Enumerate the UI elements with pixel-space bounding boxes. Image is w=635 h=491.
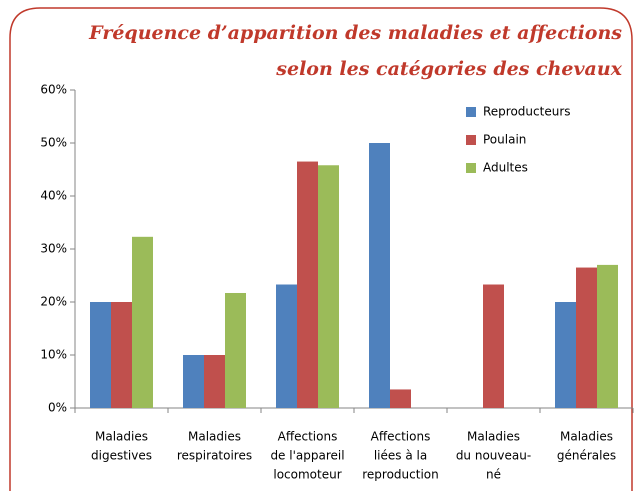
x-tick-label: Affections [278, 430, 338, 444]
x-tick-label: locomoteur [273, 468, 341, 482]
bar [576, 267, 597, 408]
x-tick-label: liées à la [374, 449, 427, 463]
y-tick-label: 60% [40, 83, 67, 97]
legend-label: Adultes [483, 161, 528, 175]
frame [9, 7, 633, 491]
bar [297, 161, 318, 408]
x-tick-label: digestives [91, 449, 152, 463]
legend-label: Poulain [483, 133, 526, 147]
legend-swatch [466, 163, 476, 173]
x-tick-label: Maladies [467, 430, 520, 444]
y-tick-label: 40% [40, 189, 67, 203]
legend-swatch [466, 135, 476, 145]
x-tick-label: respiratoires [177, 449, 252, 463]
bar [369, 143, 390, 408]
bar [276, 284, 297, 408]
bar [318, 165, 339, 408]
y-tick-label: 50% [40, 136, 67, 150]
x-tick-label: générales [557, 449, 616, 463]
x-tick-label: reproduction [362, 468, 439, 482]
x-tick-label: du nouveau- [456, 449, 531, 463]
y-tick-label: 0% [48, 401, 67, 415]
y-tick-label: 10% [40, 348, 67, 362]
chart-title: Fréquence d’apparition des maladies et a… [88, 22, 622, 44]
chart-title: selon les catégories des chevaux [275, 58, 622, 80]
bar [597, 264, 618, 408]
x-tick-label: Affections [371, 430, 431, 444]
bar [183, 355, 204, 408]
bar [132, 236, 153, 408]
x-tick-label: Maladies [95, 430, 148, 444]
y-tick-label: 20% [40, 295, 67, 309]
bar [390, 389, 411, 408]
legend-label: Reproducteurs [483, 105, 571, 119]
x-tick-label: de l'appareil [270, 449, 344, 463]
y-tick-label: 30% [40, 242, 67, 256]
bar [204, 355, 225, 408]
bar [555, 302, 576, 408]
bar [90, 302, 111, 408]
x-tick-label: né [486, 468, 501, 482]
bar [111, 302, 132, 408]
legend-swatch [466, 107, 476, 117]
bar [483, 284, 504, 408]
x-tick-label: Maladies [188, 430, 241, 444]
x-tick-label: Maladies [560, 430, 613, 444]
bar [225, 292, 246, 408]
